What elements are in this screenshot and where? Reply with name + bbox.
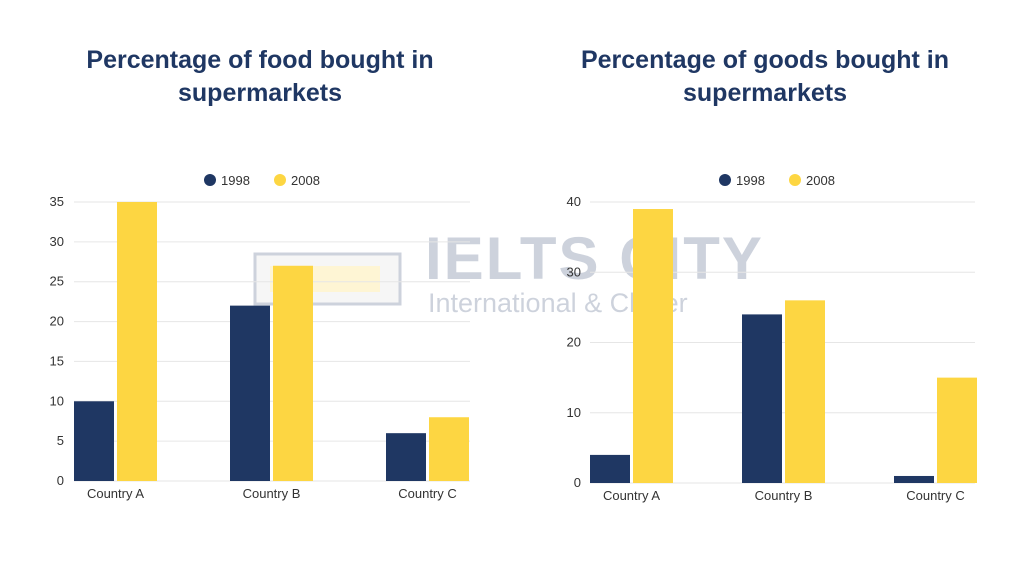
y-tick-label: 10 [567,405,581,420]
bar-country-c-1998 [894,475,934,483]
legend: 1998 2008 [204,173,320,188]
x-tick-label: Country C [906,488,965,503]
legend-marker-2008 [274,174,286,186]
bar-country-a-1998 [590,454,630,483]
chart-title-food: Percentage of food bought in supermarket… [86,46,434,107]
bar-country-b-1998 [742,314,782,483]
bar-country-b-1998 [230,305,270,481]
bar-country-b-2008 [785,300,825,483]
legend-marker-1998 [204,174,216,186]
bar-country-b-2008 [273,265,313,481]
y-tick-label: 0 [57,473,64,488]
y-tick-label: 40 [567,194,581,209]
x-tick-label: Country B [755,488,813,503]
y-tick-label: 10 [50,393,64,408]
x-tick-label: Country A [87,486,144,501]
x-tick-label: Country B [243,486,301,501]
legend-label-2008: 2008 [806,173,835,188]
bar-country-c-2008 [937,377,977,483]
bar-country-a-2008 [633,209,673,483]
bar-country-a-2008 [117,202,157,481]
y-tick-label: 25 [50,274,64,289]
y-tick-label: 15 [50,353,64,368]
legend-marker-1998 [719,174,731,186]
x-tick-label: Country C [398,486,457,501]
bar-country-a-1998 [74,401,114,481]
bar-chart-food: 1998 2008 0 5 10 15 20 25 30 35 Country A Country B… [50,173,470,501]
bar-country-c-2008 [429,417,469,481]
y-tick-label: 30 [567,264,581,279]
y-tick-label: 30 [50,234,64,249]
y-tick-label: 0 [574,475,581,490]
legend-marker-2008 [789,174,801,186]
x-tick-label: Country A [603,488,660,503]
bar-country-c-1998 [386,433,426,481]
y-tick-label: 5 [57,433,64,448]
legend-label-2008: 2008 [291,173,320,188]
legend: 1998 2008 [719,173,835,188]
bar-chart-goods: 1998 2008 0 10 20 30 40 Country A Country B Count… [567,173,977,503]
chart-title-goods: Percentage of goods bought in supermarke… [580,46,950,107]
y-tick-label: 35 [50,194,64,209]
y-tick-label: 20 [50,314,64,329]
y-tick-label: 20 [567,335,581,350]
legend-label-1998: 1998 [736,173,765,188]
legend-label-1998: 1998 [221,173,250,188]
